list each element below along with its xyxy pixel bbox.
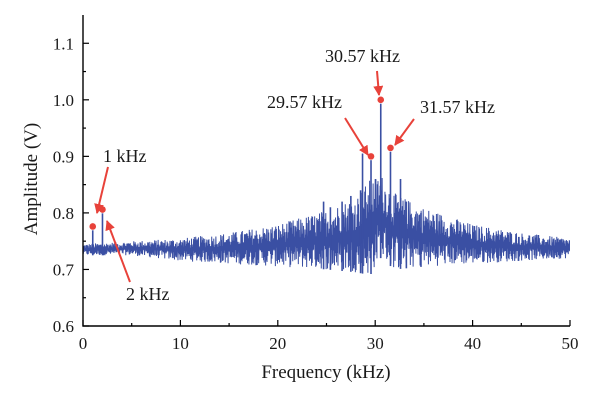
annotation-label: 29.57 kHz (267, 92, 342, 112)
annotations: 1 kHz 2 kHz 29.57 kHz 30.57 kHz 31.57 kHz (88, 46, 495, 304)
x-tick-label: 40 (464, 334, 481, 353)
peak-marker (386, 143, 395, 152)
y-tick-label: 0.8 (53, 204, 74, 223)
peak-marker (98, 205, 107, 214)
plot-area (83, 99, 570, 274)
annotation-arrow (344, 117, 369, 156)
annotation-arrow (394, 118, 415, 146)
y-tick-label: 1.0 (53, 91, 74, 110)
y-tick-label: 1.1 (53, 34, 74, 53)
annotation-arrow (373, 70, 384, 96)
x-tick-label: 10 (172, 334, 189, 353)
y-tick-label: 0.9 (53, 147, 74, 166)
peak-marker (367, 152, 375, 161)
x-tick-label: 0 (79, 334, 88, 353)
annotation-label: 1 kHz (103, 146, 147, 166)
x-tick-label: 30 (367, 334, 384, 353)
annotation-label: 30.57 kHz (325, 46, 400, 66)
spectrum-trace (83, 178, 570, 273)
x-tick-label: 20 (269, 334, 286, 353)
axes: 0 10 20 30 40 50 0.6 0.7 0.8 0.9 1.0 1.1 (53, 15, 579, 353)
peak-marker (88, 222, 97, 231)
y-tick-label: 0.6 (53, 317, 74, 336)
annotation-arrow (94, 166, 109, 214)
annotation-label: 2 kHz (126, 284, 170, 304)
x-tick-label: 50 (562, 334, 579, 353)
annotation-label: 31.57 kHz (420, 97, 495, 117)
annotation-arrow (105, 220, 131, 283)
y-tick-label: 0.7 (53, 260, 75, 279)
y-axis-title: Amplitude (V) (21, 123, 42, 235)
x-axis-title: Frequency (kHz) (261, 362, 390, 383)
peak-marker (376, 95, 385, 104)
